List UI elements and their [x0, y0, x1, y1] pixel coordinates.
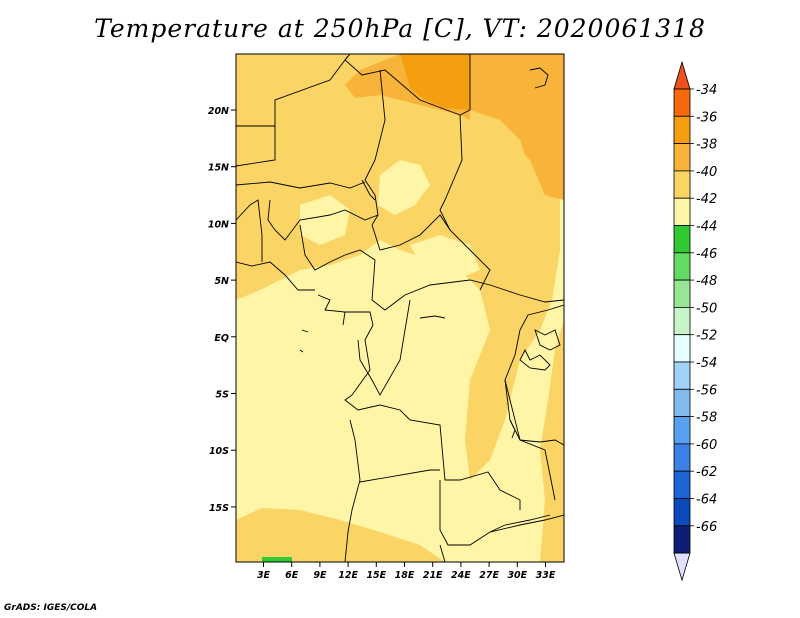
field-42-44-patch — [300, 195, 350, 245]
x-axis: 3E 6E 9E 12E 15E 18E 21E 24E 27E 30E 33E — [257, 562, 556, 581]
colorbar-label: -40 — [696, 165, 717, 180]
field-40-42-south — [236, 508, 445, 562]
colorbar-label: -52 — [696, 329, 717, 344]
y-tick-label: 5S — [216, 390, 230, 401]
x-tick-label: 30E — [507, 570, 527, 581]
y-tick-label: 20N — [208, 106, 229, 117]
colorbar-top-arrow — [673, 60, 691, 90]
colorbar-swatch — [673, 252, 691, 281]
field-40-42-patch — [470, 110, 530, 185]
colorbar-swatch — [673, 306, 691, 336]
colorbar-swatch — [673, 170, 691, 199]
field-36-38 — [400, 54, 470, 110]
colorbar-label: -38 — [696, 138, 717, 153]
colorbar: -34 -36 -38 -40 -42 -44 -46 -48 -50 -52 -54 -56 -58 -… — [673, 60, 717, 582]
colorbar-label: -36 — [696, 110, 717, 125]
colorbar-label: -48 — [696, 274, 717, 289]
x-tick-label: 27E — [479, 570, 499, 581]
x-tick-label: 6E — [285, 570, 299, 581]
x-tick-label: 9E — [313, 570, 327, 581]
colorbar-label: -54 — [696, 356, 717, 371]
colorbar-swatch — [673, 525, 691, 554]
colorbar-label: -34 — [696, 83, 717, 98]
colorbar-bottom-arrow — [673, 552, 691, 582]
colorbar-swatch — [673, 143, 691, 172]
field-38-40 — [345, 54, 564, 200]
y-tick-label: 10S — [209, 446, 229, 457]
x-tick-label: 3E — [257, 570, 271, 581]
colorbar-swatch — [673, 279, 691, 308]
colorbar-swatch — [673, 416, 691, 445]
x-tick-label: 18E — [395, 570, 415, 581]
colorbar-swatch — [673, 115, 691, 145]
colorbar-swatch — [673, 498, 691, 527]
field-42-44-patch — [378, 160, 430, 215]
y-tick-label: 15N — [208, 163, 229, 174]
colorbar-swatch — [673, 334, 691, 363]
y-axis: 20N 15N 10N 5N EQ 5S 10S 15S — [208, 106, 236, 514]
colorbar-label: -64 — [696, 493, 717, 508]
x-tick-label: 33E — [536, 570, 556, 581]
map-frame — [235, 53, 565, 563]
colorbar-swatch — [673, 443, 691, 472]
x-tick-label: 15E — [366, 570, 386, 581]
colorbar-label: -62 — [696, 465, 717, 480]
y-tick-label: 5N — [214, 276, 229, 287]
colorbar-label: -60 — [696, 438, 717, 453]
x-tick-label: 21E — [423, 570, 443, 581]
field-40-42-east — [540, 320, 564, 562]
colorbar-swatch — [673, 88, 691, 117]
colorbar-swatch — [673, 388, 691, 417]
colorbar-label: -66 — [696, 520, 717, 535]
colorbar-swatch — [673, 361, 691, 390]
field-44-46 — [262, 557, 292, 562]
x-tick-label: 24E — [451, 570, 471, 581]
colorbar-swatch — [673, 470, 691, 499]
colorbar-swatch — [673, 225, 691, 254]
colorbar-label: -50 — [696, 301, 717, 316]
colorbar-label: -42 — [696, 192, 717, 207]
colorbar-label: -56 — [696, 383, 717, 398]
field-42-44-patch — [410, 235, 480, 280]
y-tick-label: EQ — [214, 333, 229, 344]
x-tick-label: 12E — [338, 570, 358, 581]
colorbar-label: -46 — [696, 247, 717, 262]
colorbar-label: -58 — [696, 411, 717, 426]
colorbar-label: -44 — [696, 220, 717, 235]
y-tick-label: 10N — [208, 219, 229, 230]
y-tick-label: 15S — [209, 503, 229, 514]
colorbar-swatch — [673, 197, 691, 226]
country-borders — [236, 54, 564, 562]
temperature-field — [236, 54, 564, 562]
grads-credit: GrADS: IGES/COLA — [4, 603, 98, 613]
map-title: Temperature at 250hPa [C], VT: 202006131… — [94, 14, 706, 43]
